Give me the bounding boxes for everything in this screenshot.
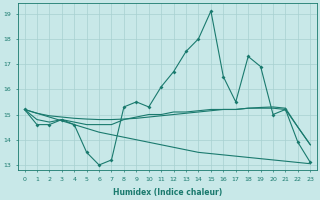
X-axis label: Humidex (Indice chaleur): Humidex (Indice chaleur)	[113, 188, 222, 197]
